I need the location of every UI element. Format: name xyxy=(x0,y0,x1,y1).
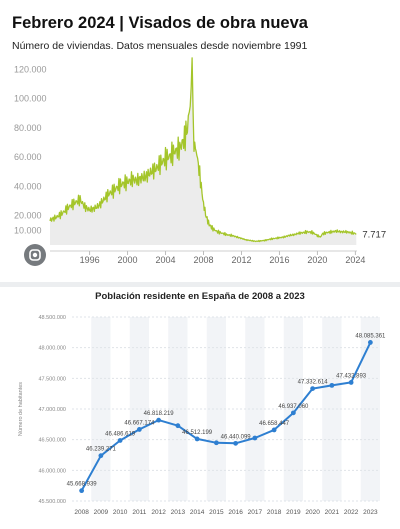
y-tick-label: 120.000 xyxy=(14,64,47,74)
x-tick-label: 2016 xyxy=(269,255,289,265)
x-tick-label: 2004 xyxy=(156,255,176,265)
y-axis-title: Número de habitantes xyxy=(18,382,24,436)
data-point xyxy=(329,382,335,388)
data-point xyxy=(310,386,316,391)
data-point xyxy=(290,410,296,416)
y-tick-label: 60.000 xyxy=(14,152,42,162)
x-tick-label: 2013 xyxy=(171,509,186,516)
data-label: 46.486.619 xyxy=(105,431,136,437)
x-tick-label: 2018 xyxy=(267,509,282,516)
y-tick-label: 80.000 xyxy=(14,123,42,133)
x-tick-label: 2017 xyxy=(248,509,263,516)
y-tick-label: 47.500.000 xyxy=(38,376,66,382)
data-point xyxy=(175,423,181,429)
visados-chart-panel: Febrero 2024 | Visados de obra nueva Núm… xyxy=(12,14,387,266)
data-label: 48.085.361 xyxy=(355,333,386,339)
x-tick-label: 2011 xyxy=(132,509,146,516)
data-point xyxy=(367,340,373,345)
y-tick-label: 45.500.000 xyxy=(38,499,66,505)
x-tick-label: 2009 xyxy=(94,509,109,516)
series-line xyxy=(80,341,372,492)
x-tick-label: 2012 xyxy=(231,255,251,265)
grid-band xyxy=(360,317,380,501)
x-tick-label: 2000 xyxy=(118,255,138,265)
x-tick-label: 2008 xyxy=(193,255,213,265)
x-tick-label: 2008 xyxy=(74,509,89,516)
grid-band xyxy=(129,317,149,501)
data-point xyxy=(156,417,162,423)
y-tick-label: 46.500.000 xyxy=(38,438,66,444)
data-point xyxy=(233,440,239,446)
x-tick-label: 1996 xyxy=(80,255,100,265)
data-label: 47.332.614 xyxy=(298,380,329,386)
y-tick-label: 48.500.000 xyxy=(38,315,66,321)
data-point xyxy=(117,438,123,443)
series-area xyxy=(50,57,357,246)
x-tick-label: 2015 xyxy=(209,509,224,516)
data-point xyxy=(79,488,85,494)
data-point xyxy=(271,427,277,433)
grid-band xyxy=(245,317,265,501)
poblacion-chart-panel: Población residente en España de 2008 a … xyxy=(6,287,394,526)
y-tick-label: 20.000 xyxy=(14,211,42,221)
data-label: 46.239.271 xyxy=(86,447,117,453)
grid-band xyxy=(322,317,342,501)
data-point xyxy=(252,435,258,441)
data-point xyxy=(194,436,200,442)
data-point xyxy=(213,440,219,446)
data-label: 46.658.447 xyxy=(259,421,290,427)
chart-title: Febrero 2024 | Visados de obra nueva xyxy=(12,14,308,32)
google-lens-icon[interactable] xyxy=(24,244,46,266)
chart-title: Población residente en España de 2008 a … xyxy=(95,291,305,302)
y-tick-label: 40.000 xyxy=(14,181,42,191)
data-label: 46.818.219 xyxy=(144,411,175,417)
visados-area-chart: 10.000 20.000 40.000 60.000 80.000 100.000 120… xyxy=(14,57,386,265)
y-tick-label: 46.000.000 xyxy=(38,468,66,474)
last-value-label: 7.717 xyxy=(362,230,386,241)
data-label: 46.667.174 xyxy=(124,420,155,426)
data-point xyxy=(136,427,142,432)
x-tick-label: 2021 xyxy=(325,509,340,516)
x-tick-label: 2012 xyxy=(151,509,166,516)
data-label: 46.440.099 xyxy=(221,434,252,440)
y-tick-label: 48.000.000 xyxy=(38,346,66,352)
y-tick-label: 100.000 xyxy=(14,94,47,104)
x-tick-label: 2016 xyxy=(228,509,243,516)
data-point xyxy=(98,453,104,459)
data-label: 46.512.199 xyxy=(182,430,213,436)
poblacion-line-chart: 45.500.000 46.000.000 46.500.000 47.000.000… xyxy=(18,315,386,516)
y-tick-label: 10.000 xyxy=(14,225,42,235)
x-tick-label: 2020 xyxy=(307,255,327,265)
series-line xyxy=(49,57,357,243)
x-tick-label: 2022 xyxy=(344,509,359,516)
data-point xyxy=(348,380,354,385)
panel-separator xyxy=(0,282,400,287)
x-tick-label: 2020 xyxy=(305,509,320,516)
data-label: 47.432.893 xyxy=(336,373,367,379)
x-tick-label: 2019 xyxy=(286,509,301,516)
x-tick-label: 2023 xyxy=(363,509,378,516)
data-label: 46.937.060 xyxy=(278,404,309,410)
data-label: 45.668.939 xyxy=(67,482,98,488)
chart-subtitle: Número de viviendas. Datos mensuales des… xyxy=(12,40,308,52)
x-tick-label: 2024 xyxy=(345,255,365,265)
x-tick-label: 2010 xyxy=(113,509,128,516)
x-tick-label: 2014 xyxy=(190,509,205,516)
y-tick-label: 47.000.000 xyxy=(38,407,66,413)
